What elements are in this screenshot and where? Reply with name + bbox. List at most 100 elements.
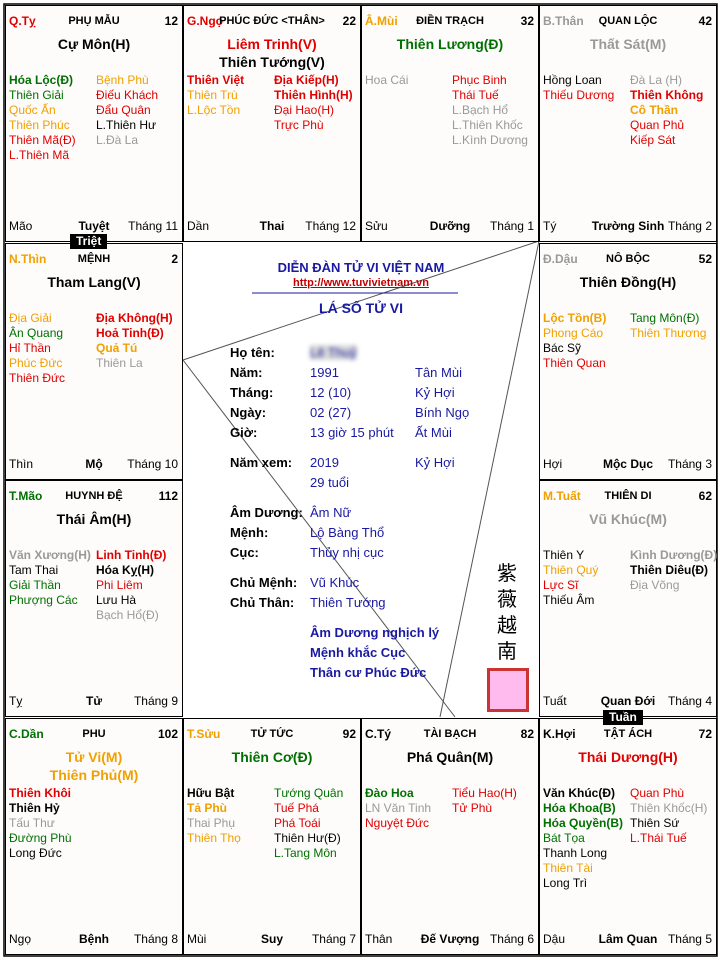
minor-star: Thanh Long [543,846,608,860]
month: Tháng 5 [667,932,712,946]
note: Mệnh khắc Cục [310,645,406,660]
palace-stem-branch: B.Thân [543,14,584,28]
cycle-branch: Thân [365,932,393,946]
main-star: Thất Sát(M) [589,36,667,52]
palace-stem-branch: G.Ngọ [187,14,223,28]
palace-number: 82 [520,727,534,741]
minor-star: Thiên La [96,356,143,370]
minor-star: Quan Phù [630,786,685,800]
main-star: Thiên Cơ(Đ) [231,749,313,765]
month: Tháng 11 [128,219,178,233]
info-label: Chủ Thân: [230,595,295,610]
minor-star: Tang Môn(Đ) [630,311,700,325]
palace: Â.Mùi ĐIỀN TRẠCH 32 Thiên Lương(Đ) Hoa Cái Ph… [361,5,539,242]
minor-star: Ân Quang [9,326,64,340]
cycle-branch: Tý [543,219,557,233]
palace-stem-branch: K.Hợi [543,727,576,741]
main-star: Thiên Đồng(H) [579,274,677,290]
forum-name: DIỄN ĐÀN TỬ VI VIỆT NAM [277,260,445,275]
minor-star: Địa Không(H) [96,311,173,325]
minor-star: L.Bạch Hổ [452,103,509,117]
palace: N.Thìn MỆNH 2 Tham Lang(V) Địa Giải Ân Quang H… [5,243,183,480]
note: Âm Dương nghịch lý [310,625,440,640]
info-label: Âm Dương: [230,505,303,520]
minor-star: Thiên Hỷ [9,801,60,815]
minor-star: Thiên Đức [9,371,66,385]
info-canchi: Kỷ Hợi [415,385,455,400]
main-star: Vũ Khúc(M) [589,511,667,527]
palace-stem-branch: N.Thìn [9,252,47,266]
minor-star: Thiên Phúc [9,118,70,132]
palace-stem-branch: Q.Tỵ [9,14,36,28]
minor-star: Thiên Giải [9,88,64,102]
minor-star: Quả Tú [96,341,138,355]
minor-star: Điếu Khách [96,88,159,102]
palace: C.Tý TÀI BẠCH 82 Phá Quân(M) Đào Hoa LN Văn T… [361,718,539,955]
age: 29 tuổi [310,475,350,490]
main-star: Cự Môn(H) [57,36,131,52]
info-label: Ngày: [230,405,267,420]
minor-star: Phúc Đức [9,356,63,370]
minor-star: Thiên Khốc(H) [630,801,708,815]
minor-star: Lộc Tồn(B) [543,311,607,325]
minor-star: L.Tang Môn [274,846,337,860]
minor-star: L.Thiên Khốc [452,118,523,132]
cycle-branch: Dần [187,219,210,233]
month: Tháng 7 [311,932,356,946]
minor-star: Tử Phù [452,801,493,815]
minor-star: Trực Phù [274,118,324,132]
palace-number: 112 [158,489,178,503]
minor-star: Đẩu Quân [96,103,151,117]
life-stage: Đế Vượng [420,932,480,946]
info-label: Giờ: [230,425,258,440]
forum-url: http://www.tuvivietnam.vn [293,277,429,289]
cycle-branch: Hợi [543,457,563,471]
minor-star: Phá Toái [274,816,321,830]
month: Tháng 6 [489,932,534,946]
palace-number: 22 [342,14,356,28]
minor-star: Thiếu Âm [543,593,595,607]
palace-stem-branch: C.Tý [365,727,392,741]
palace-number: 102 [157,727,178,741]
info-label: Mệnh: [230,525,269,540]
palace: Q.Tỵ PHỤ MẪU 12 Cự Môn(H) Hóa Lộc(Đ) Thiên Gi… [5,5,183,242]
palace: K.Hợi TẬT ÁCH 72 Thái Dương(H) Văn Khúc(Đ) Hó… [539,718,717,955]
info-label: Năm xem: [230,455,293,470]
life-stage: Lâm Quan [598,932,658,946]
minor-star: Thiên Hình(H) [274,88,353,102]
palace-name: QUAN LỘC [598,15,658,27]
cycle-branch: Tuất [543,694,567,708]
minor-star: Hoả Tinh(Đ) [96,326,164,340]
palace: T.Sửu TỬ TỨC 92 Thiên Cơ(Đ) Hữu Bật Tả Phù Tha… [183,718,361,955]
diagonal [439,240,540,718]
minor-star: Nguyệt Đức [365,816,430,830]
minor-star: Tiểu Hao(H) [452,786,517,800]
minor-star: Thiên Việt [187,73,245,87]
main-star: Thái Dương(H) [578,749,678,765]
palace-name: ĐIỀN TRẠCH [416,15,484,27]
month: Tháng 10 [127,457,178,471]
life-stage: Bệnh [79,932,109,946]
minor-star: Thiên Diêu(Đ) [630,563,708,577]
minor-star: Hóa Quyền(B) [543,816,624,830]
info-value: 13 giờ 15 phút [310,425,394,440]
month: Tháng 2 [667,219,712,233]
minor-star: LN Văn Tinh [365,801,432,815]
minor-star: L.Đà La [96,133,139,147]
life-stage: Dưỡng [429,219,471,233]
minor-star: Thiên Thọ [187,831,241,845]
main-star: Thái Âm(H) [56,511,132,527]
minor-star: Địa Giải [9,311,52,325]
info-value: Âm Nữ [310,505,352,520]
minor-star: Long Trì [543,876,588,890]
palace: B.Thân QUAN LỘC 42 Thất Sát(M) Hồng Loan Thiế… [539,5,717,242]
info-value: Vũ Khúc [310,575,360,590]
minor-star: Thái Tuế [452,88,499,102]
minor-star: L.Thái Tuế [630,831,687,845]
info-value: 2019 [310,455,339,470]
minor-star: L.Kình Dương [452,133,528,147]
palace-stem-branch: Â.Mùi [365,14,398,28]
month: Tháng 4 [667,694,712,708]
main-star: Thiên Lương(Đ) [396,36,504,52]
palace-stem-branch: M.Tuất [543,489,581,503]
